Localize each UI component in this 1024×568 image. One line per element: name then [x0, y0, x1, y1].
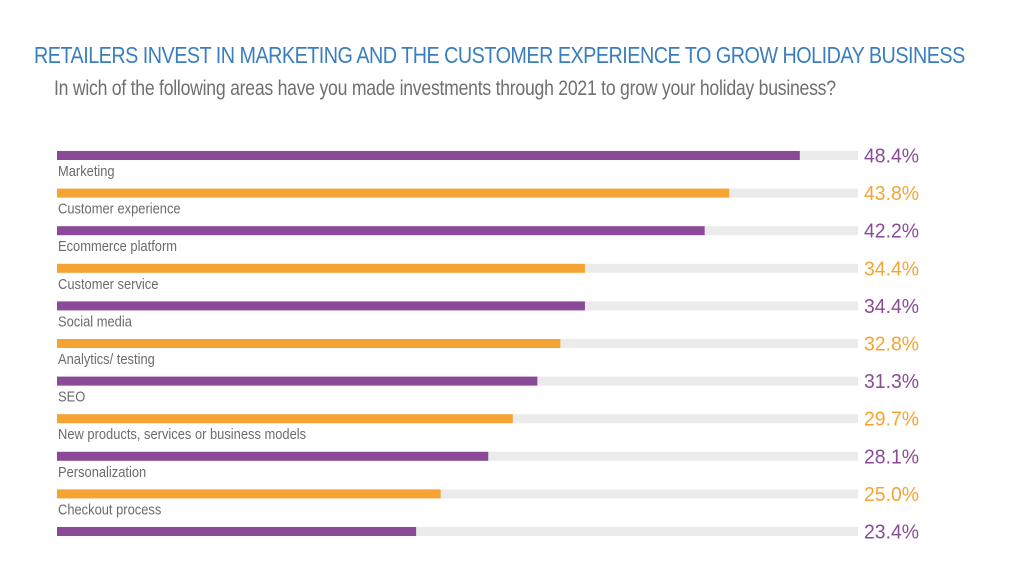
- category-label: Ecommerce platform: [58, 238, 177, 255]
- category-label: SEO: [58, 389, 85, 406]
- bar: [57, 151, 800, 160]
- value-label: 43.8%: [864, 183, 919, 205]
- bar: [57, 527, 417, 536]
- value-label: 28.1%: [864, 446, 919, 468]
- chart-subtitle: In wich of the following areas have you …: [54, 77, 836, 100]
- value-label: 29.7%: [864, 409, 919, 431]
- category-label: Analytics/ testing: [58, 351, 155, 368]
- bar-track: [57, 489, 858, 499]
- value-label: 31.3%: [864, 371, 919, 393]
- bar: [57, 263, 585, 273]
- bar: [57, 489, 441, 499]
- value-label: 48.4%: [864, 146, 919, 168]
- bar: [57, 376, 538, 386]
- bar-track: [57, 527, 858, 536]
- category-label: Checkout process: [58, 501, 161, 518]
- value-label: 23.4%: [864, 522, 919, 544]
- value-label: 42.2%: [864, 221, 919, 243]
- bar: [57, 451, 489, 461]
- category-label: Marketing: [58, 163, 115, 180]
- category-label: New products, services or business model…: [58, 426, 306, 443]
- category-label: Social media: [58, 313, 132, 330]
- value-label: 25.0%: [864, 484, 919, 506]
- category-label: Customer experience: [58, 201, 181, 218]
- bar: [57, 414, 513, 424]
- value-label: 32.8%: [864, 334, 919, 356]
- bar: [57, 339, 561, 348]
- category-label: Customer service: [58, 276, 158, 293]
- bar: [57, 301, 585, 311]
- bar: [57, 226, 705, 236]
- chart-title: RETAILERS INVEST IN MARKETING AND THE CU…: [34, 42, 965, 68]
- bar: [57, 188, 730, 198]
- value-label: 34.4%: [864, 258, 919, 280]
- category-label: Personalization: [58, 464, 146, 481]
- value-label: 34.4%: [864, 296, 919, 318]
